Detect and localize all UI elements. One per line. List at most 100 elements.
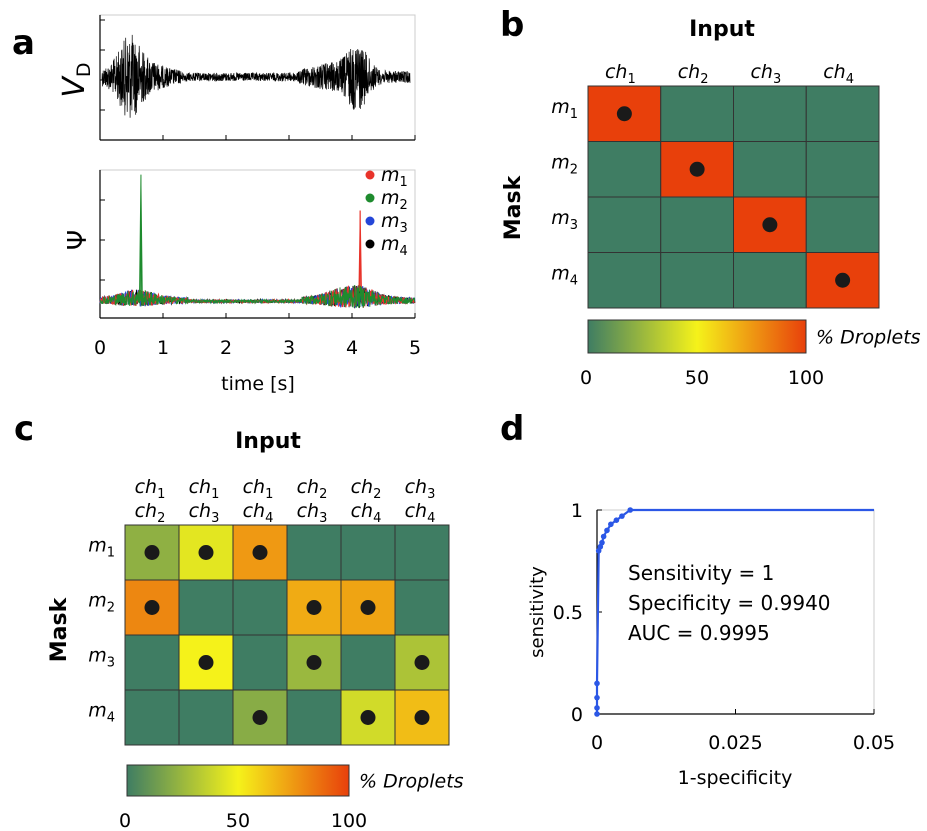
panel-c-row-label: m4 (88, 700, 115, 726)
panel-c-cell (340, 524, 396, 581)
panel-b-ylabel: Mask (501, 174, 526, 240)
panel-b-title: Input (689, 17, 755, 42)
panel-c-col-label: ch3 (405, 476, 436, 502)
legend-label-m2: m2 (381, 187, 408, 213)
psi-ylabel: Ψ (63, 230, 93, 250)
psi-x-tick-label: 5 (409, 337, 421, 359)
panel-c-cell (232, 579, 288, 636)
panel-label-c: c (14, 409, 34, 449)
panel-b-row-labels: m1 m2 m3 m4 (551, 96, 578, 289)
panel-c-colorbar-label: % Droplets (359, 771, 464, 793)
panel-c-row-label: m3 (88, 645, 115, 671)
panel-b-dot (689, 161, 705, 177)
panel-b-cell (660, 196, 734, 253)
panel-b-cell (733, 252, 807, 309)
panel-c-cell (286, 689, 342, 746)
panel-c-col-label: ch1 (243, 476, 274, 502)
psi-x-ticks: 0 1 2 3 4 5 (94, 199, 421, 359)
panel-c-col-label: ch2 (135, 500, 166, 526)
panel-c-col-label: ch1 (189, 476, 220, 502)
roc-point (594, 680, 600, 687)
panel-c-dot (306, 655, 322, 670)
panel-c-dot (144, 545, 160, 560)
panel-c-col-label: ch2 (351, 476, 382, 502)
panel-b-colorbar-tick: 100 (788, 367, 824, 389)
panel-c-cell (178, 689, 234, 746)
panel-b-cell (733, 141, 807, 198)
vd-ylabel: VD (57, 62, 95, 97)
panel-c-col-label: ch4 (243, 500, 274, 526)
panel-c-cell (124, 689, 180, 746)
panel-c-col-label: ch4 (351, 500, 382, 526)
roc-annotation-specificity: Specificity = 0.9940 (628, 591, 831, 615)
panel-b-dot (835, 272, 851, 288)
roc-point (619, 513, 625, 519)
roc-point (608, 521, 614, 528)
panel-c-col-label: ch3 (189, 500, 220, 526)
panel-label-a: a (12, 23, 35, 63)
roc-ticks: 0 0.025 0.05 0 0.5 1 (553, 500, 895, 754)
roc-x-tick-label: 0.05 (853, 732, 895, 754)
legend-label-m3: m3 (381, 210, 408, 236)
panel-b-row-label: m3 (551, 207, 578, 233)
panel-c-colorbar-tick: 0 (119, 810, 131, 831)
panel-c-dot (306, 600, 322, 615)
panel-b-cell (660, 252, 734, 309)
panel-b-colorbar-tick: 0 (580, 367, 592, 389)
psi-xlabel: time [s] (221, 373, 295, 395)
panel-b-cell (805, 85, 880, 142)
panel-b-cell (587, 141, 662, 198)
panel-c-title: Input (235, 429, 301, 454)
panel-c-cells (124, 524, 450, 746)
panel-c-dot (198, 545, 214, 560)
panel-c-cell (394, 524, 450, 581)
psi-trace-m2 (99, 174, 416, 308)
panel-a-top: VD (57, 14, 416, 141)
roc-point (594, 705, 600, 711)
roc-point (604, 527, 610, 534)
roc-point (594, 694, 600, 701)
panel-b-col-label: ch2 (678, 61, 709, 87)
panel-c-colorbar: % Droplets 0 50 100 (119, 764, 464, 831)
panel-c-cell (286, 524, 342, 581)
panel-c-dot (198, 655, 214, 670)
panel-c-col-label: ch2 (297, 476, 328, 502)
roc-annotation-auc: AUC = 0.9995 (628, 621, 770, 645)
panel-b-col-label: ch4 (823, 61, 854, 87)
panel-b-col-label: ch3 (750, 61, 781, 87)
roc-y-tick-label: 1 (571, 500, 583, 522)
roc-point (627, 507, 634, 513)
panel-b-heatmap: Input Mask ch1 ch2 ch3 ch4 m1 m2 m3 m4 % Dropl… (501, 17, 921, 389)
roc-annotation-sensitivity: Sensitivity = 1 (628, 561, 774, 585)
roc-y-tick-label: 0.5 (553, 602, 583, 624)
panel-b-col-label: ch1 (605, 61, 636, 87)
roc-x-tick-label: 0.025 (708, 732, 762, 754)
panel-c-col-label: ch4 (405, 500, 436, 526)
roc-point (599, 539, 605, 546)
panel-b-row-label: m1 (551, 96, 578, 122)
panel-c-col-label: ch1 (135, 476, 166, 502)
panel-b-colorbar: % Droplets 0 50 100 (580, 319, 921, 389)
panel-b-column-labels: ch1 ch2 ch3 ch4 (605, 61, 854, 87)
roc-xlabel: 1-specificity (678, 767, 793, 789)
vd-ticks (99, 19, 416, 140)
roc-point (594, 711, 600, 717)
panel-b-colorbar-gradient (587, 319, 807, 354)
panel-c-dot (360, 600, 376, 615)
legend-marker-m4 (365, 239, 375, 249)
panel-c-dot (414, 655, 430, 670)
panel-c-ylabel: Mask (47, 596, 72, 662)
psi-x-tick-label: 3 (283, 337, 295, 359)
legend-marker-m2 (365, 193, 375, 203)
panel-label-b: b (500, 5, 524, 45)
panel-c-cell (232, 634, 288, 691)
panel-b-dot (762, 217, 778, 233)
legend-marker-m1 (365, 170, 375, 180)
panel-b-cell (660, 85, 734, 142)
psi-x-tick-label: 1 (157, 337, 169, 359)
panel-b-row-label: m4 (551, 262, 578, 288)
legend-marker-m3 (365, 216, 375, 226)
